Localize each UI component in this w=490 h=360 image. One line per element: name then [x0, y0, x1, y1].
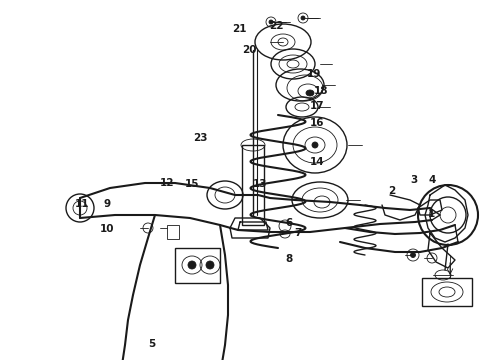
Text: 14: 14	[310, 157, 325, 167]
Ellipse shape	[301, 16, 305, 20]
Text: 17: 17	[310, 101, 325, 111]
Text: 10: 10	[99, 224, 114, 234]
Text: 15: 15	[185, 179, 199, 189]
Ellipse shape	[411, 252, 416, 257]
Text: 19: 19	[306, 69, 321, 79]
Bar	[175, 248, 220, 283]
Text: 5: 5	[148, 339, 155, 349]
Text: 21: 21	[232, 24, 246, 34]
Text: 23: 23	[193, 132, 207, 143]
Text: 6: 6	[286, 218, 293, 228]
Text: 3: 3	[411, 175, 417, 185]
Text: 11: 11	[75, 199, 90, 210]
Text: 22: 22	[270, 21, 284, 31]
Text: 1: 1	[428, 209, 435, 219]
Ellipse shape	[306, 90, 314, 96]
Ellipse shape	[312, 142, 318, 148]
Bar	[422, 278, 472, 306]
Bar	[242, 145, 264, 225]
Ellipse shape	[206, 261, 214, 269]
Text: 2: 2	[389, 186, 395, 196]
Text: 13: 13	[252, 179, 267, 189]
Text: 4: 4	[428, 175, 436, 185]
Text: 18: 18	[314, 86, 328, 96]
Bar	[167, 225, 179, 239]
Ellipse shape	[269, 20, 273, 24]
Text: 20: 20	[242, 45, 256, 55]
Text: 9: 9	[103, 199, 110, 210]
Ellipse shape	[188, 261, 196, 269]
Text: 8: 8	[286, 254, 293, 264]
Text: 12: 12	[159, 178, 174, 188]
Text: 7: 7	[294, 228, 302, 238]
Text: 16: 16	[310, 118, 325, 128]
